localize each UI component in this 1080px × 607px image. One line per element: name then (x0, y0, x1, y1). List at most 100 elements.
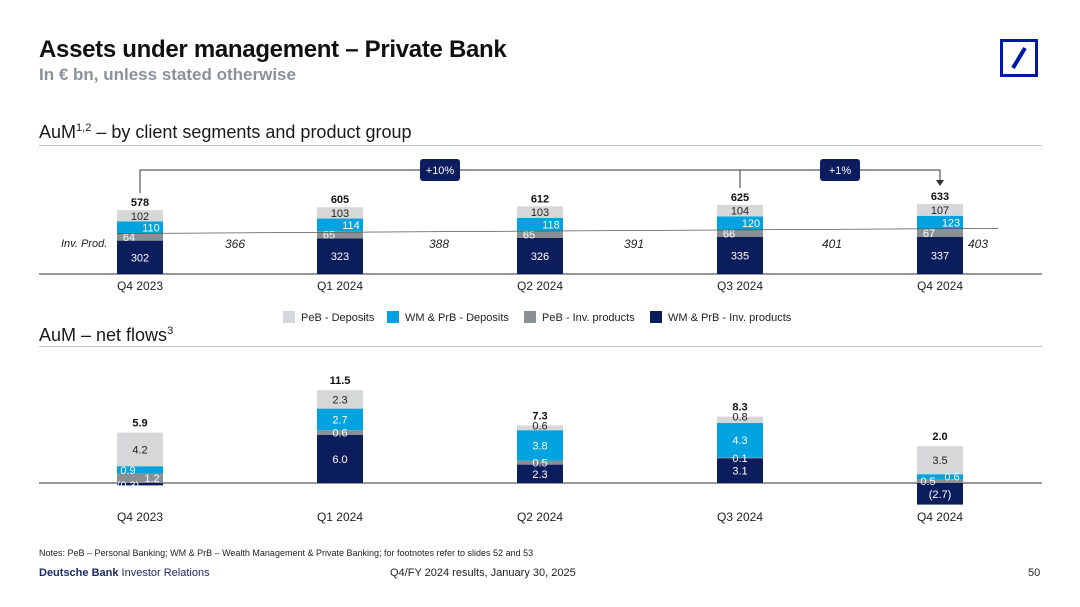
segment-label: 0.6 (944, 472, 959, 484)
segment-label: (0.3) (117, 480, 140, 492)
bar-total-label: 625 (731, 192, 749, 204)
peb-dep-bar (317, 390, 363, 409)
peb-inv-bar (917, 229, 963, 237)
segment-label: 6.0 (332, 454, 347, 466)
segment-label: 1.2 (144, 473, 159, 485)
segment-label: 0.5 (532, 458, 547, 470)
inv-prod-total: 391 (624, 237, 644, 251)
segment-label: 104 (731, 206, 749, 218)
wm-inv-bar (317, 435, 363, 483)
segment-label: 2.3 (332, 394, 347, 406)
page-subtitle: In € bn, unless stated otherwise (39, 65, 296, 84)
peb-dep-bar (117, 432, 163, 467)
wm-inv-bar (117, 240, 163, 274)
segment-label: 335 (731, 250, 749, 262)
bar-total-label: 633 (931, 191, 949, 203)
wm-inv-bar (517, 237, 563, 274)
bar-total-label: 612 (531, 193, 549, 205)
x-tick-label: Q3 2024 (717, 279, 763, 293)
segment-label: 102 (131, 211, 149, 223)
peb-inv-bar (717, 229, 763, 237)
deutsche-bank-logo (1000, 39, 1038, 77)
segment-label: 120 (742, 218, 760, 230)
segment-label: 0.6 (532, 420, 547, 432)
wm-dep-bar (717, 216, 763, 230)
segment-label: 123 (942, 218, 960, 230)
wm-dep-bar (917, 474, 963, 479)
peb-inv-bar (117, 233, 163, 241)
aum-section-title: AuM1,2 – by client segments and product … (39, 122, 412, 142)
section-divider (39, 145, 1042, 146)
segment-label: 2.3 (532, 469, 547, 481)
segment-label: 0.1 (732, 453, 747, 465)
footnotes: Notes: PeB – Personal Banking; WM & PrB … (39, 548, 534, 558)
wm-inv-bar (717, 236, 763, 274)
segment-label: 3.5 (932, 455, 947, 467)
segment-label: 66 (723, 228, 735, 240)
legend-swatch (524, 311, 536, 323)
wm-dep-bar (117, 221, 163, 234)
segment-label: 0.9 (120, 465, 135, 477)
segment-label: 302 (131, 252, 149, 264)
netflows-section-title: AuM – net flows3 (39, 325, 174, 345)
segment-label: 114 (342, 220, 360, 232)
legend-swatch (650, 311, 662, 323)
x-tick-label: Q4 2023 (117, 279, 163, 293)
segment-label: 4.3 (732, 435, 747, 447)
segment-label: 323 (331, 251, 349, 263)
bar-total-label: 7.3 (532, 410, 547, 422)
x-tick-label: Q1 2024 (317, 510, 363, 524)
peb-inv-bar (517, 460, 563, 465)
peb-dep-bar (717, 204, 763, 217)
segment-label: 0.6 (332, 428, 347, 440)
footer-brand: Deutsche Bank Investor Relations (39, 567, 210, 579)
segment-label: 110 (142, 222, 160, 234)
peb-dep-bar (917, 446, 963, 475)
legend-swatch (283, 311, 295, 323)
segment-label: 103 (531, 207, 549, 219)
segment-label: 0.5 (920, 476, 935, 488)
wm-inv-bar (717, 458, 763, 483)
legend-label: PeB - Inv. products (542, 312, 635, 324)
segment-label: 3.8 (532, 440, 547, 452)
wm-inv-bar (517, 464, 563, 483)
segment-label: 326 (531, 251, 549, 263)
segment-label: 67 (923, 228, 935, 240)
peb-inv-bar (117, 473, 163, 483)
wm-inv-bar (117, 483, 163, 486)
netflows-stacked-chart: (0.3) 1.2 0.9 4.2 5.9 Q4 2023 6.0 0.6 2.7 2.3 11.5… (39, 375, 1042, 524)
growth-arrow-icon (936, 179, 944, 186)
wm-inv-bar (317, 238, 363, 274)
peb-dep-bar (717, 416, 763, 423)
segment-label: (2.7) (929, 489, 952, 501)
growth-badge-label: +1% (829, 165, 852, 177)
bar-total-label: 11.5 (330, 375, 351, 387)
wm-dep-bar (317, 218, 363, 232)
wm-dep-bar (717, 423, 763, 458)
segment-label: 2.7 (332, 414, 347, 426)
peb-inv-bar (317, 231, 363, 239)
peb-dep-bar (917, 203, 963, 216)
x-tick-label: Q2 2024 (517, 510, 563, 524)
segment-label: 107 (931, 205, 949, 217)
segment-label: 64 (123, 232, 135, 244)
section-divider (39, 346, 1042, 347)
x-tick-label: Q2 2024 (517, 279, 563, 293)
peb-inv-bar (317, 430, 363, 435)
bar-total-label: 8.3 (732, 402, 747, 414)
bar-total-label: 578 (131, 197, 149, 209)
inv-prod-total: 401 (822, 237, 842, 251)
segment-label: 3.1 (732, 466, 747, 478)
segment-label: 118 (542, 219, 560, 231)
peb-dep-bar (317, 207, 363, 219)
inv-prod-total: 388 (429, 237, 449, 251)
wm-dep-bar (917, 215, 963, 230)
footer-event: Q4/FY 2024 results, January 30, 2025 (390, 567, 576, 579)
inv-prod-trend-line (116, 227, 999, 234)
x-tick-label: Q4 2024 (917, 279, 963, 293)
chart-legend: PeB - Deposits WM & PrB - Deposits PeB - I… (283, 311, 792, 324)
segment-label: 4.2 (132, 444, 147, 456)
x-tick-label: Q4 2023 (117, 510, 163, 524)
growth-badge (420, 159, 460, 181)
